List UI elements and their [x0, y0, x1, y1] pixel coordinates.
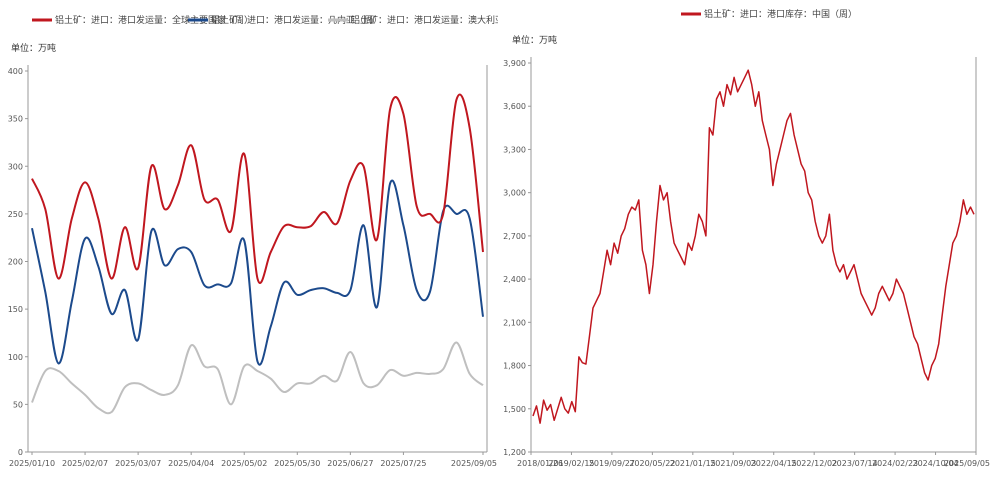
y-tick-label: 3,000	[503, 189, 526, 198]
x-tick-label: 2025/05/30	[274, 459, 320, 468]
x-tick-label: 2025/09/05	[944, 459, 990, 468]
x-tick-label: 2025/03/07	[115, 459, 161, 468]
x-tick-label: 2023/07/14	[832, 459, 878, 468]
y-tick-label: 1,200	[503, 448, 526, 457]
y-tick-label: 3,900	[503, 59, 526, 68]
y-tick-label: 2,700	[503, 232, 526, 241]
y-tick-label: 250	[8, 210, 23, 219]
x-tick-label: 2021/09/03	[710, 459, 756, 468]
series-line	[532, 69, 975, 424]
x-tick-label: 2025/05/02	[221, 459, 267, 468]
y-tick-label: 3,300	[503, 145, 526, 154]
y-tick-label: 100	[8, 353, 23, 362]
x-tick-label: 2019/09/27	[589, 459, 635, 468]
y-tick-label: 200	[8, 258, 23, 267]
x-tick-label: 2018/01/26	[517, 459, 563, 468]
series-line	[31, 179, 484, 366]
x-tick-label: 2025/02/07	[62, 459, 108, 468]
y-tick-label: 0	[18, 448, 23, 457]
x-tick-label: 2025/07/25	[380, 459, 426, 468]
right-chart-panel: 铝土矿：进口：港口库存：中国（周） 单位：万吨 1,200 1,500 1,800 2,1…	[498, 0, 1008, 483]
legend-label: 铝土矿：进口：港口发运量：全球主要国家（周）	[55, 14, 253, 26]
x-tick-label: 2021/01/15	[670, 459, 716, 468]
x-tick-label: 2019/02/15	[548, 459, 594, 468]
x-tick-label: 2020/05/22	[629, 459, 675, 468]
x-tick-label: 2025/09/05	[451, 459, 497, 468]
y-tick-label: 2,400	[503, 275, 526, 284]
left-chart-panel: 铝土矿：进口：港口发运量：全球主要国家（周） 铝土矿：进口：港口发运量：几内亚（周…	[0, 0, 498, 483]
y-tick-label: 350	[8, 115, 23, 124]
x-tick-label: 2024/02/23	[872, 459, 918, 468]
legend-label: 铝土矿：进口：港口发运量：几内亚（周）	[211, 14, 382, 26]
x-tick-label: 2024/10/04	[912, 459, 958, 468]
unit-label: 单位：万吨	[512, 34, 557, 46]
x-tick-label: 2025/06/27	[327, 459, 373, 468]
unit-label: 单位：万吨	[11, 42, 56, 54]
series-line	[31, 93, 484, 284]
x-tick-label: 2025/04/04	[168, 459, 214, 468]
y-tick-label: 2,100	[503, 318, 526, 327]
y-tick-label: 400	[8, 67, 23, 76]
left-chart-svg: 铝土矿：进口：港口发运量：全球主要国家（周）铝土矿：进口：港口发运量：几内亚（周…	[8, 14, 498, 468]
x-tick-label: 2025/01/10	[9, 459, 55, 468]
y-tick-label: 50	[13, 400, 23, 409]
y-tick-label: 1,800	[503, 362, 526, 371]
y-tick-label: 300	[8, 162, 23, 171]
y-tick-label: 150	[8, 305, 23, 314]
legend-label: 铝土矿：进口：港口发运量：澳大利亚（周）	[351, 14, 498, 26]
legend-label: 铝土矿：进口：港口库存：中国（周）	[704, 8, 857, 20]
right-chart-svg: 铝土矿：进口：港口库存：中国（周） 单位：万吨 1,200 1,500 1,800 2,1…	[503, 8, 990, 468]
x-tick-label: 2022/12/02	[791, 459, 837, 468]
y-tick-label: 1,500	[503, 405, 526, 414]
x-tick-label: 2022/04/15	[751, 459, 797, 468]
y-tick-label: 3,600	[503, 102, 526, 111]
series-line	[31, 341, 484, 415]
